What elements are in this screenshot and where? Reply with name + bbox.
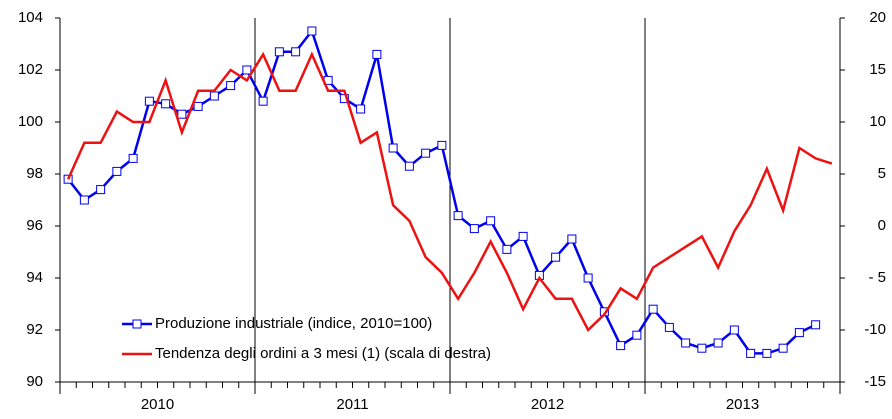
y2-tick-label: 0 — [878, 217, 886, 234]
marker — [681, 338, 691, 348]
marker — [811, 320, 821, 330]
marker — [713, 338, 723, 348]
y2-tick-label: 20 — [869, 9, 886, 26]
y2-tick-label: - 5 — [868, 269, 886, 286]
y-tick-label: 96 — [26, 217, 43, 234]
marker — [356, 104, 366, 114]
marker — [762, 348, 772, 358]
y-tick-label: 104 — [18, 9, 43, 26]
marker — [161, 99, 171, 109]
marker — [96, 185, 106, 195]
marker — [518, 231, 528, 241]
y-tick-label: 92 — [26, 321, 43, 338]
series-line — [66, 51, 833, 333]
marker — [632, 330, 642, 340]
marker — [746, 348, 756, 358]
marker — [664, 322, 674, 332]
marker — [209, 91, 219, 101]
marker — [274, 47, 284, 57]
y-tick-label: 98 — [26, 165, 43, 182]
marker — [388, 143, 398, 153]
y2-tick-label: 5 — [878, 165, 886, 182]
marker — [778, 343, 788, 353]
marker — [453, 211, 463, 221]
x-tick-label: 2013 — [726, 396, 759, 413]
x-tick-label: 2010 — [141, 396, 174, 413]
marker — [794, 328, 804, 338]
marker — [242, 65, 252, 75]
y-tick-label: 102 — [18, 61, 43, 78]
marker — [291, 47, 301, 57]
marker — [469, 224, 479, 234]
marker — [697, 343, 707, 353]
x-tick-label: 2011 — [336, 396, 368, 413]
marker — [128, 153, 138, 163]
legend-marker — [132, 319, 142, 329]
marker — [567, 234, 577, 244]
marker — [144, 96, 154, 106]
series-line — [67, 28, 817, 355]
marker — [437, 140, 447, 150]
marker — [616, 341, 626, 351]
marker — [486, 216, 496, 226]
marker — [404, 161, 414, 171]
y-tick-label: 100 — [18, 113, 43, 130]
legend-label: Tendenza degli ordini a 3 mesi (1) (scal… — [155, 345, 491, 362]
marker — [193, 101, 203, 111]
y2-tick-label: -15 — [864, 373, 886, 390]
marker — [648, 304, 658, 314]
marker — [79, 195, 89, 205]
y-tick-label: 90 — [26, 373, 43, 390]
marker — [502, 244, 512, 254]
marker — [372, 49, 382, 59]
marker — [421, 148, 431, 158]
x-tick-label: 2012 — [531, 396, 564, 413]
marker — [307, 26, 317, 36]
marker — [583, 273, 593, 283]
marker — [258, 96, 268, 106]
marker — [729, 325, 739, 335]
marker — [551, 252, 561, 262]
y2-tick-label: 10 — [869, 113, 886, 130]
y2-tick-label: -10 — [864, 321, 886, 338]
y2-tick-label: 15 — [869, 61, 886, 78]
y-tick-label: 94 — [26, 269, 43, 286]
marker — [112, 166, 122, 176]
legend-label: Produzione industriale (indice, 2010=100… — [155, 315, 432, 332]
marker — [177, 109, 187, 119]
marker — [226, 81, 236, 91]
